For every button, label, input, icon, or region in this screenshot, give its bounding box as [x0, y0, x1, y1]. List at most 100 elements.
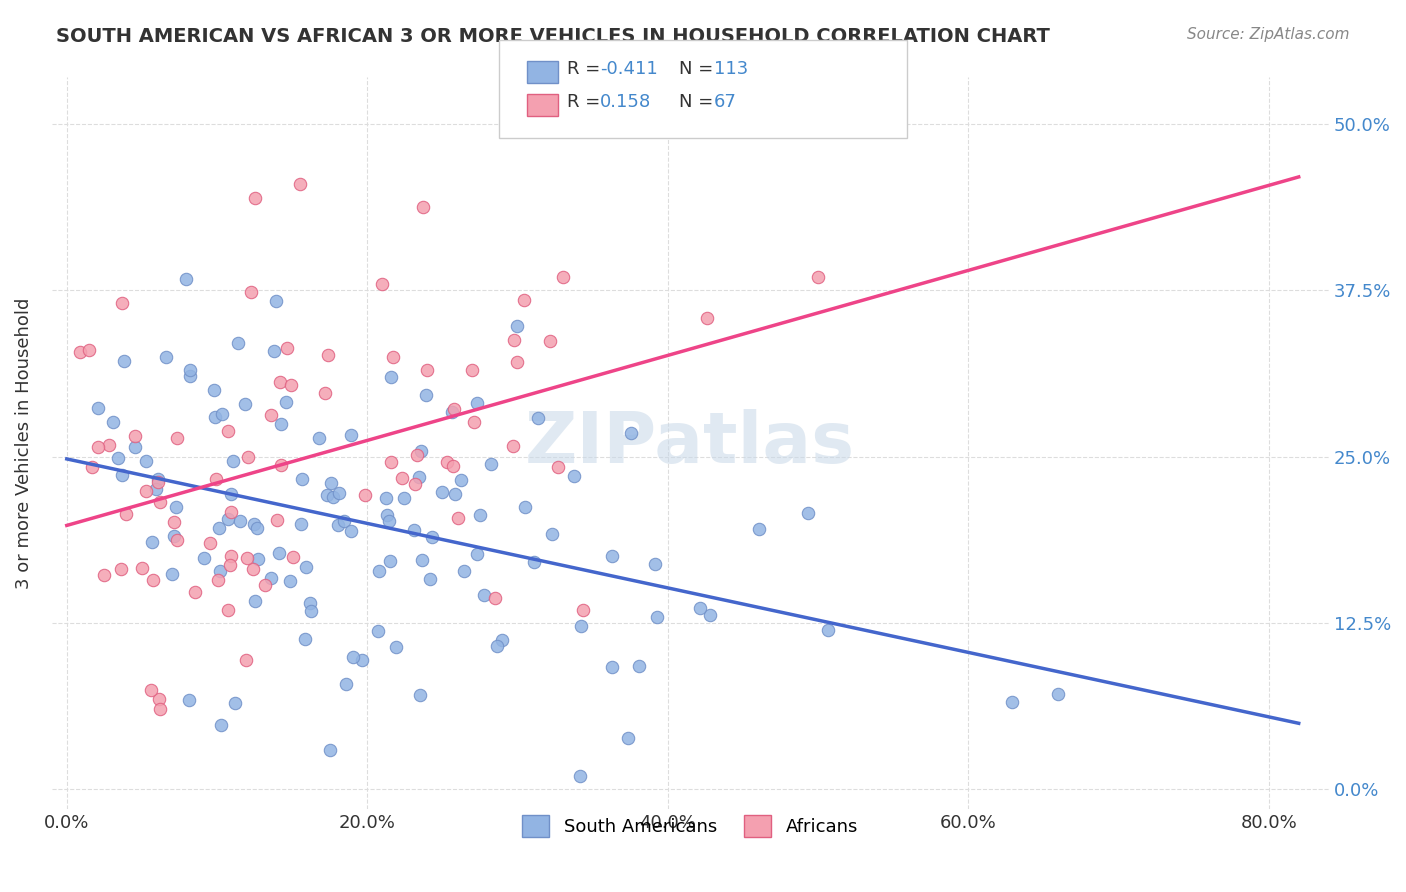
- South Americans: [1001, 695, 1024, 709]
- South Americans: [450, 473, 472, 487]
- South Americans: [174, 272, 197, 286]
- South Americans: [465, 547, 488, 561]
- South Americans: [290, 516, 312, 531]
- Text: R =: R =: [567, 93, 606, 111]
- Africans: [269, 376, 291, 390]
- Africans: [242, 562, 264, 576]
- South Americans: [627, 658, 650, 673]
- Africans: [506, 355, 529, 369]
- Africans: [447, 510, 470, 524]
- Africans: [572, 602, 595, 616]
- Africans: [513, 293, 536, 307]
- Africans: [463, 415, 485, 429]
- Text: 0.158: 0.158: [600, 93, 651, 111]
- South Americans: [468, 508, 491, 522]
- Africans: [135, 484, 157, 499]
- Africans: [441, 458, 464, 473]
- South Americans: [179, 369, 201, 384]
- Africans: [443, 401, 465, 416]
- South Americans: [335, 677, 357, 691]
- South Americans: [1047, 687, 1070, 701]
- South Americans: [208, 521, 231, 535]
- South Americans: [165, 500, 187, 514]
- Africans: [416, 363, 439, 377]
- Africans: [484, 591, 506, 605]
- South Americans: [298, 596, 321, 610]
- South Americans: [326, 517, 349, 532]
- South Americans: [420, 530, 443, 544]
- South Americans: [644, 557, 666, 571]
- South Americans: [264, 293, 287, 308]
- South Americans: [263, 344, 285, 359]
- South Americans: [226, 336, 249, 351]
- Legend: South Americans, Africans: South Americans, Africans: [515, 807, 865, 844]
- South Americans: [340, 524, 363, 538]
- South Americans: [380, 370, 402, 384]
- South Americans: [600, 549, 623, 563]
- South Americans: [87, 401, 110, 415]
- South Americans: [208, 564, 231, 578]
- South Americans: [322, 490, 344, 504]
- South Americans: [817, 624, 839, 638]
- South Americans: [380, 554, 402, 568]
- South Americans: [748, 522, 770, 536]
- Africans: [166, 533, 188, 547]
- Text: SOUTH AMERICAN VS AFRICAN 3 OR MORE VEHICLES IN HOUSEHOLD CORRELATION CHART: SOUTH AMERICAN VS AFRICAN 3 OR MORE VEHI…: [56, 27, 1050, 45]
- South Americans: [527, 411, 550, 425]
- Africans: [219, 549, 242, 563]
- Africans: [166, 432, 188, 446]
- Africans: [235, 653, 257, 667]
- Africans: [149, 702, 172, 716]
- South Americans: [107, 451, 129, 466]
- Africans: [547, 459, 569, 474]
- South Americans: [328, 486, 350, 500]
- Africans: [142, 574, 165, 588]
- South Americans: [177, 693, 200, 707]
- South Americans: [368, 564, 391, 578]
- Africans: [97, 438, 120, 452]
- South Americans: [443, 487, 465, 501]
- South Americans: [233, 397, 256, 411]
- South Americans: [278, 574, 301, 589]
- South Americans: [103, 415, 125, 429]
- South Americans: [600, 659, 623, 673]
- South Americans: [267, 546, 290, 560]
- Africans: [280, 378, 302, 392]
- South Americans: [485, 639, 508, 653]
- South Americans: [299, 604, 322, 618]
- South Americans: [141, 534, 163, 549]
- South Americans: [699, 608, 721, 623]
- Africans: [236, 551, 259, 566]
- South Americans: [162, 528, 184, 542]
- Africans: [148, 691, 170, 706]
- South Americans: [441, 405, 464, 419]
- South Americans: [246, 521, 269, 535]
- Africans: [380, 455, 402, 469]
- Africans: [207, 573, 229, 587]
- South Americans: [319, 476, 342, 491]
- South Americans: [523, 555, 546, 569]
- South Americans: [308, 431, 330, 445]
- South Americans: [219, 486, 242, 500]
- South Americans: [145, 483, 167, 497]
- Africans: [198, 536, 221, 550]
- Africans: [146, 475, 169, 489]
- South Americans: [295, 560, 318, 574]
- South Americans: [375, 508, 398, 522]
- South Americans: [260, 571, 283, 585]
- Africans: [318, 348, 340, 362]
- Africans: [266, 513, 288, 527]
- Africans: [254, 578, 277, 592]
- Africans: [391, 471, 413, 485]
- South Americans: [155, 350, 177, 364]
- Africans: [283, 549, 305, 564]
- South Americans: [367, 624, 389, 638]
- South Americans: [135, 454, 157, 468]
- South Americans: [224, 696, 246, 710]
- Africans: [502, 440, 524, 454]
- Africans: [276, 341, 298, 355]
- Africans: [404, 477, 426, 491]
- South Americans: [242, 516, 264, 531]
- Africans: [382, 350, 405, 364]
- Africans: [314, 386, 336, 401]
